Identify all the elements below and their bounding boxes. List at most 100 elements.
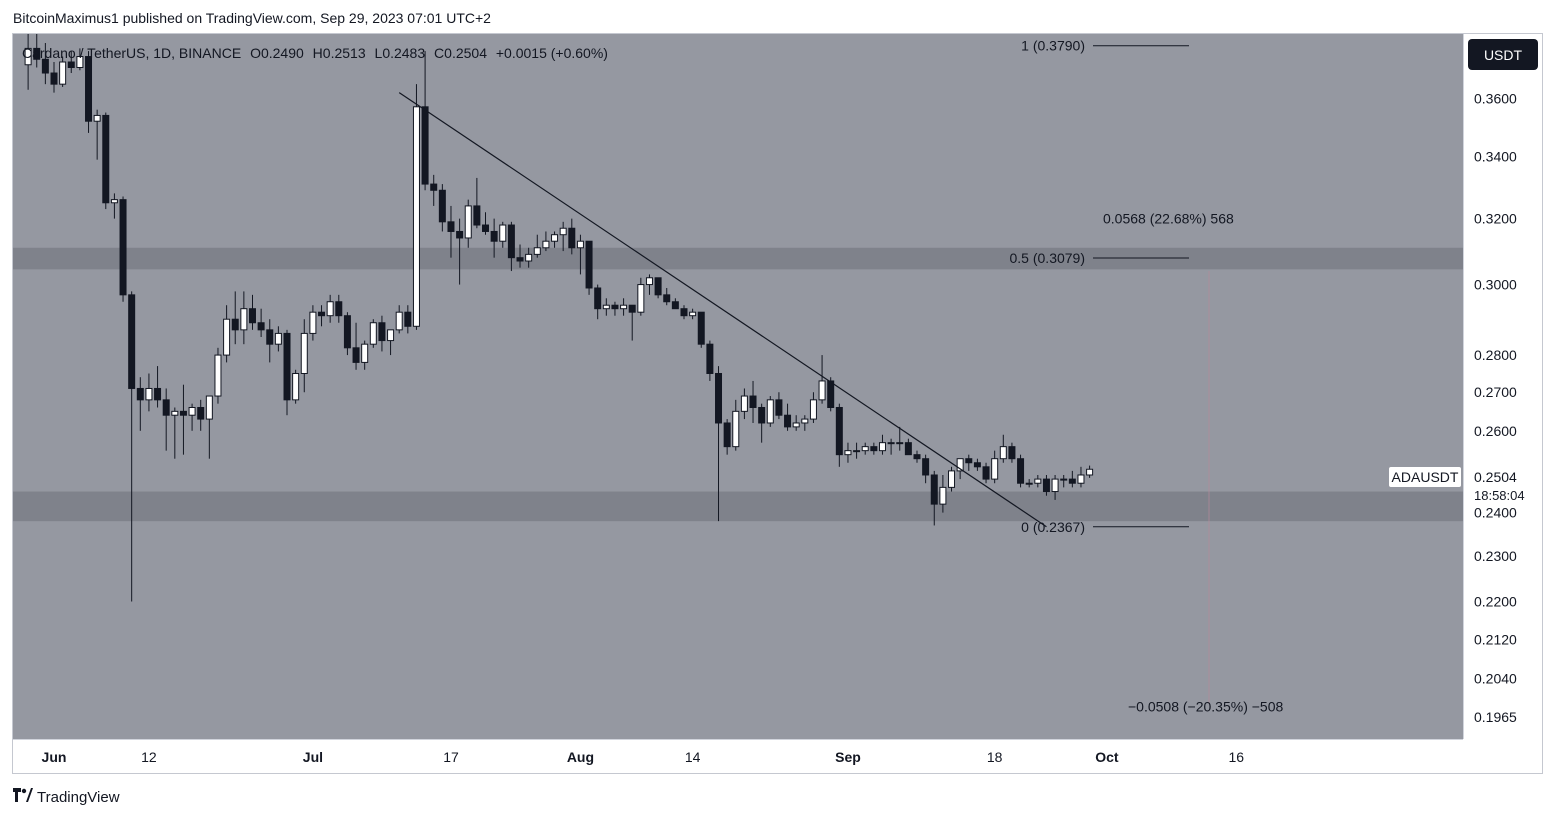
candle (387, 329, 395, 356)
candle-body (1017, 458, 1025, 484)
candle (102, 112, 110, 210)
candle (853, 442, 861, 459)
candle (818, 355, 826, 404)
candle (827, 377, 835, 412)
candle-body (110, 199, 118, 204)
candle-body (1008, 446, 1016, 460)
candle (24, 34, 32, 90)
candle (464, 199, 472, 248)
price-axis-ticks: 0.3600 0.3400 0.3200 0.3000 0.2800 0.2700 0.26… (1474, 90, 1517, 725)
candle-body (784, 414, 792, 428)
candle (758, 403, 766, 443)
footer-brand-label: TradingView (37, 788, 120, 806)
candle-body (671, 301, 679, 310)
candle (154, 366, 162, 408)
currency-button[interactable]: USDT (1468, 39, 1538, 70)
candle (50, 62, 58, 93)
candle (784, 403, 792, 431)
candle-body (335, 301, 343, 317)
candle-body (274, 332, 282, 345)
candle-body (922, 458, 930, 476)
price-tick-label: 0.2600 (1474, 423, 1517, 439)
candle-body (620, 304, 628, 310)
candle (775, 392, 783, 420)
candle-body (732, 410, 740, 448)
price-tick-label: 0.2700 (1474, 384, 1517, 400)
time-tick-label: 12 (141, 749, 157, 765)
candle (551, 231, 559, 248)
candle (991, 450, 999, 484)
candle (559, 221, 567, 252)
price-axis[interactable] (1463, 34, 1542, 739)
time-axis[interactable] (13, 739, 1463, 773)
candle-body (930, 474, 938, 505)
candle (525, 247, 533, 268)
legend-symbol[interactable]: Cardano / TetherUS, 1D, BINANCE (22, 45, 242, 61)
candle (179, 384, 187, 455)
time-tick-label: Jun (42, 749, 67, 765)
candle-body (456, 230, 464, 239)
candle-body (542, 240, 550, 249)
time-axis-ticks: Jun 12 Jul 17 Aug 14 Sep 18 Oct 16 (42, 749, 1245, 765)
candle (300, 319, 308, 393)
candle-body (59, 61, 67, 85)
candle-body (179, 410, 187, 416)
candle (1017, 454, 1025, 488)
candle-body (41, 58, 49, 74)
candle (136, 377, 144, 431)
candle (352, 322, 360, 370)
candle (361, 340, 369, 370)
candle (792, 415, 800, 431)
plot-area[interactable] (13, 34, 1463, 739)
candle-body (197, 406, 205, 420)
candle-body (119, 199, 127, 296)
candle-body (706, 343, 714, 374)
price-tick-label: 0.2300 (1474, 548, 1517, 564)
footer-brand[interactable]: TradingView (13, 787, 120, 807)
candle-body (352, 347, 360, 363)
candle (162, 388, 170, 451)
candle (1068, 470, 1076, 488)
candle (1051, 474, 1059, 500)
candle (844, 442, 852, 463)
candle (274, 326, 282, 352)
candle (421, 51, 429, 191)
candle-body (663, 294, 671, 303)
time-tick-label: Oct (1095, 749, 1119, 765)
candle-body (835, 406, 843, 456)
candle (1025, 479, 1033, 488)
candle-body (404, 311, 412, 327)
candle-body (482, 224, 489, 232)
last-price-tag: 0.2504 (1464, 467, 1538, 487)
candle (913, 450, 921, 463)
candle (205, 395, 213, 459)
candle-body (1086, 468, 1094, 476)
candle-body (827, 380, 835, 408)
candle-body (896, 442, 904, 445)
legend-close: 0.2504 (444, 45, 487, 61)
candle-body (913, 454, 921, 460)
candle-body (939, 486, 947, 505)
candle (223, 305, 231, 363)
candle (939, 474, 947, 513)
candle (602, 298, 610, 316)
candle (430, 174, 438, 206)
candle-body (438, 189, 446, 223)
candle (240, 291, 248, 345)
candle-body (818, 380, 826, 401)
price-tick-label: 0.2040 (1474, 671, 1517, 687)
candle-body (602, 304, 610, 310)
candle-body (775, 399, 783, 416)
legend-close-label: C (434, 45, 445, 61)
candle-body (982, 466, 990, 480)
candle (663, 287, 671, 306)
candle-body (861, 446, 869, 452)
candle-body (533, 247, 541, 255)
time-tick-label: 16 (1229, 749, 1245, 765)
candle (248, 294, 256, 330)
legend-low: 0.2483 (382, 45, 426, 61)
candle (326, 294, 334, 323)
candle (1060, 474, 1068, 488)
candle (1077, 466, 1085, 488)
candle-body (343, 315, 351, 349)
